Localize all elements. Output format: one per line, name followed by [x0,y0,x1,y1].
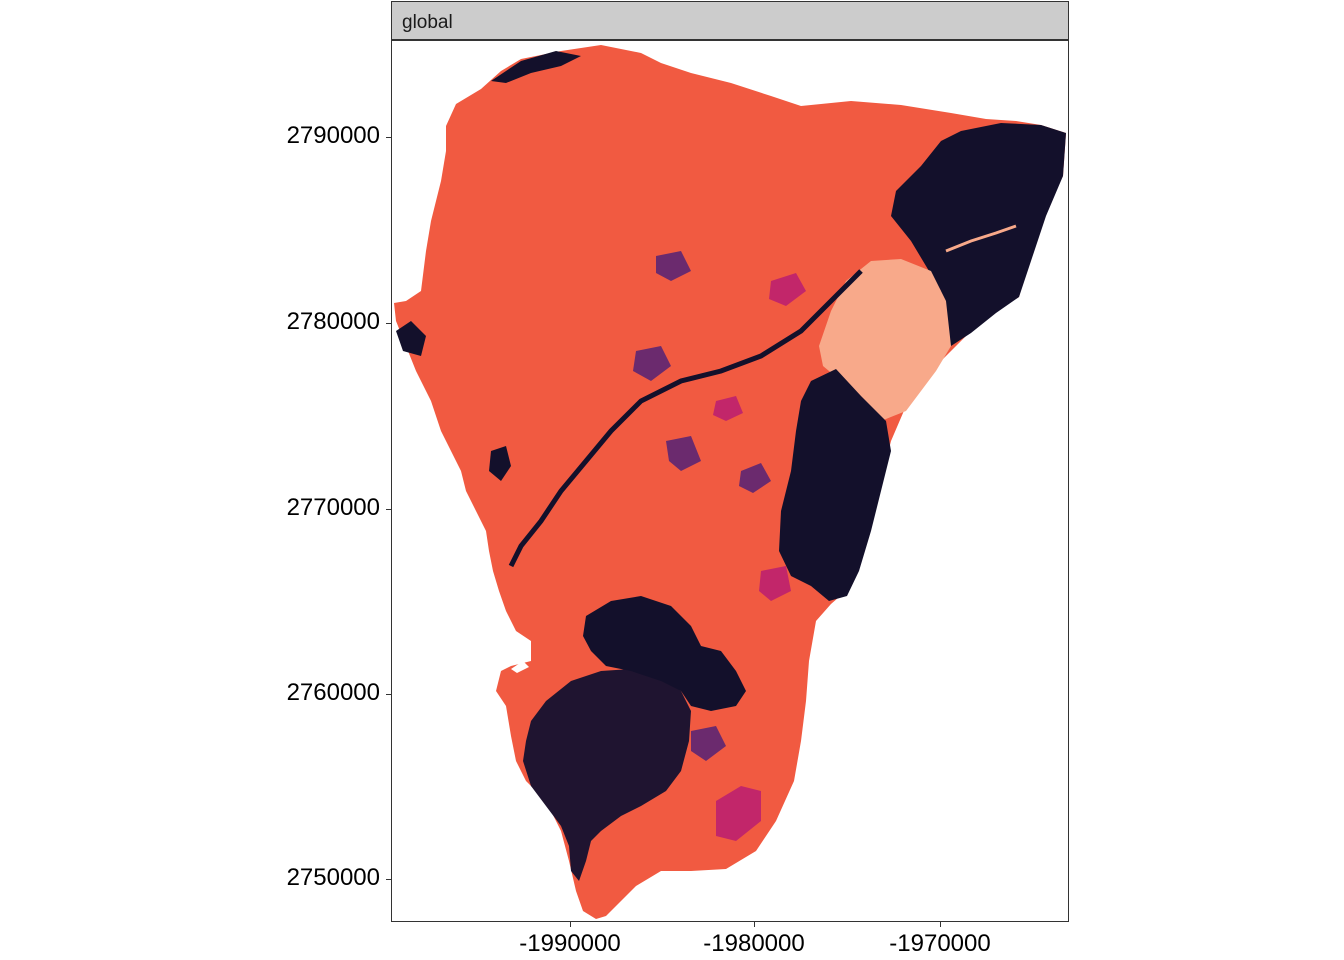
region-purple-2 [666,436,701,471]
region-west-dark-blob [489,446,511,481]
region-west-dark-patch [396,321,426,356]
coast-gap [511,661,529,673]
y-tick-label: 2790000 [286,122,380,149]
region-central-light [819,259,951,421]
y-tick-label: 2770000 [286,494,380,521]
facet-label: global [402,12,453,33]
x-tick-mark [940,922,941,927]
region-magenta-2 [769,273,806,306]
facet-strip: global [391,1,1069,40]
map-svg [394,45,1066,919]
region-magenta-3 [759,566,791,601]
region-southwest-dark-blob [523,669,691,881]
region-south-dark-cluster [583,596,746,711]
x-tick-mark [754,922,755,927]
y-tick-label: 2780000 [286,308,380,335]
x-tick-mark [570,922,571,927]
x-tick-label: -1970000 [889,930,991,957]
x-tick-label: -1990000 [519,930,621,957]
y-tick-mark [386,509,391,510]
map-panel [391,40,1069,922]
y-tick-mark [386,879,391,880]
region-magenta-4 [713,396,743,421]
region-purple-1 [633,346,671,381]
region-purple-5 [739,463,771,493]
river-diagonal [508,269,863,568]
region-northeast-dark [891,123,1066,346]
x-tick-label: -1980000 [703,930,805,957]
y-tick-label: 2750000 [286,864,380,891]
y-tick-mark [386,323,391,324]
y-tick-mark [386,137,391,138]
region-purple-4 [656,251,691,281]
region-north-dark-edge [491,51,581,83]
region-northeast-light-streak [945,224,1017,253]
y-tick-label: 2760000 [286,679,380,706]
region-magenta-1 [716,786,761,841]
region-purple-3 [691,726,726,761]
y-tick-mark [386,694,391,695]
region-east-dark-band [779,369,891,601]
